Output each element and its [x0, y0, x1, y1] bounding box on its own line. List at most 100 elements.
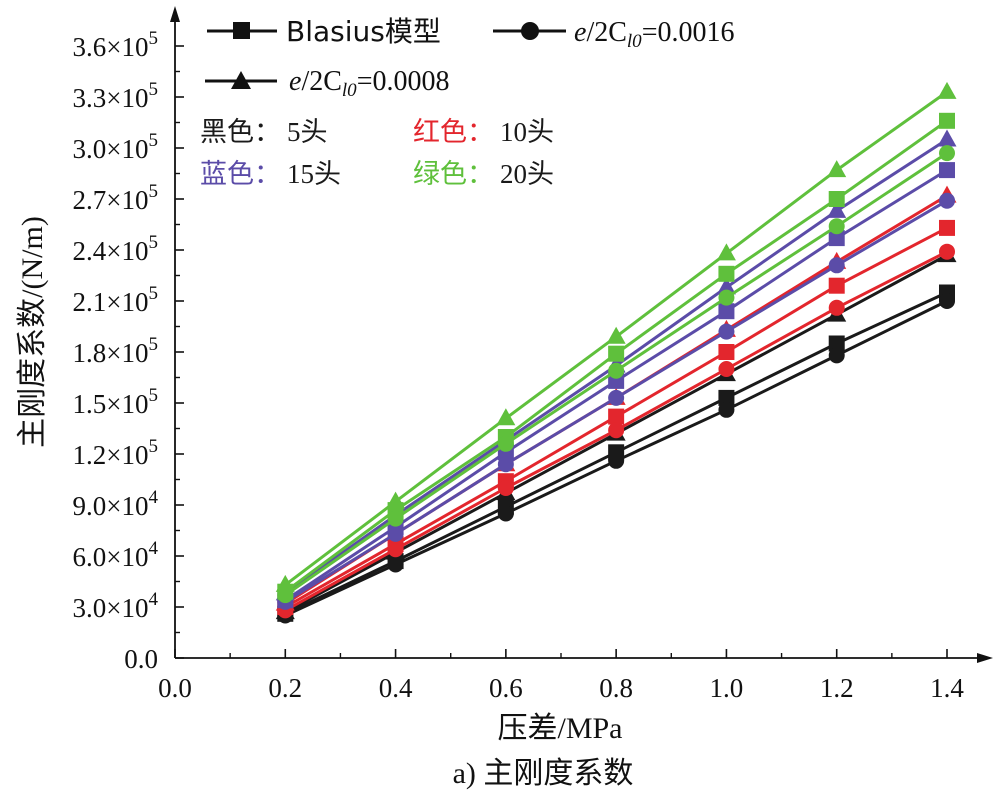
color-key-red-label: 红色：	[413, 117, 494, 147]
series-green-circle	[277, 145, 955, 604]
color-key-blue: 蓝色： 15头	[200, 159, 341, 189]
data-point-square	[939, 219, 955, 236]
axes	[170, 6, 993, 663]
data-point-circle	[828, 299, 845, 316]
figure-caption: a) 主刚度系数	[453, 757, 634, 790]
data-point-circle	[718, 323, 735, 340]
y-tick-label: 3.0×104	[73, 589, 159, 623]
data-point-square	[939, 112, 955, 129]
data-point-square	[718, 265, 735, 282]
color-key-blue-label: 蓝色：	[200, 159, 281, 189]
data-point-triangle	[606, 326, 626, 344]
data-point-circle	[497, 456, 514, 473]
y-tick-label: 2.4×105	[73, 232, 158, 266]
y-tick-label: 9.0×104	[73, 487, 159, 521]
color-key-black: 黑色： 5头	[200, 117, 328, 147]
data-point-square	[939, 162, 955, 179]
data-point-circle	[828, 347, 845, 364]
data-point-circle	[939, 145, 955, 162]
color-key-annotations: 黑色： 5头 红色： 10头 蓝色： 15头 绿色： 20头	[200, 117, 554, 189]
y-tick-label: 3.0×105	[73, 130, 158, 164]
y-tick-label: 0.0	[124, 644, 158, 674]
data-point-triangle	[937, 129, 957, 147]
legend-label-e-0008: e/2Cl0=0.0008	[289, 66, 449, 101]
data-point-circle	[608, 362, 625, 379]
x-tick-label: 0.6	[489, 673, 523, 703]
data-point-square	[608, 345, 625, 362]
legend-circle-marker	[521, 22, 539, 40]
data-point-square	[828, 191, 845, 207]
data-point-circle	[608, 452, 625, 469]
color-key-green-count: 20头	[500, 159, 554, 189]
data-point-triangle	[386, 491, 406, 509]
x-axis-arrow	[977, 653, 993, 663]
series-red-circle	[277, 243, 955, 619]
data-point-circle	[939, 192, 955, 209]
x-tick-label: 1.4	[930, 673, 964, 703]
data-point-circle	[939, 293, 955, 309]
data-point-square	[608, 408, 625, 425]
x-tick-label: 0.8	[599, 673, 633, 703]
color-key-green-label: 绿色：	[413, 159, 494, 189]
x-tick-label: 0.2	[268, 673, 302, 703]
x-axis-title: 压差/MPa	[497, 712, 622, 745]
data-point-circle	[939, 243, 955, 260]
series-green-triangle	[275, 81, 957, 592]
data-point-circle	[718, 289, 735, 306]
data-point-square	[828, 277, 845, 294]
data-point-circle	[497, 505, 514, 522]
data-point-circle	[497, 480, 514, 496]
data-point-circle	[608, 389, 625, 406]
data-point-triangle	[937, 81, 957, 99]
y-axis-title: 主刚度系数/(N/m)	[16, 216, 49, 448]
data-point-circle	[718, 401, 735, 418]
data-point-square	[828, 230, 845, 247]
data-point-square	[718, 389, 735, 406]
x-tick-label: 1.0	[710, 673, 744, 703]
color-key-red-count: 10头	[500, 117, 554, 147]
legend-entry-e-0016: e/2Cl0=0.0016	[493, 17, 734, 52]
y-tick-label: 2.1×105	[73, 283, 158, 317]
legend-triangle-marker	[231, 71, 251, 89]
y-tick-label: 1.2×105	[73, 436, 158, 470]
data-point-triangle	[716, 243, 736, 261]
data-point-circle	[828, 257, 845, 274]
data-point-circle	[387, 510, 404, 527]
x-tick-label: 0.0	[158, 673, 192, 703]
data-point-triangle	[716, 277, 736, 295]
y-tick-label: 3.3×105	[73, 79, 158, 113]
data-point-circle	[718, 361, 735, 377]
data-point-circle	[497, 435, 514, 452]
data-point-triangle	[275, 574, 295, 592]
series-red-square	[277, 219, 955, 615]
y-tick-label: 6.0×104	[73, 538, 159, 572]
y-tick-label: 2.7×105	[73, 181, 158, 215]
color-key-black-label: 黑色：	[200, 117, 281, 147]
series	[275, 81, 957, 624]
color-key-blue-count: 15头	[287, 159, 341, 189]
series-blue-square	[277, 162, 955, 609]
x-tick-label: 0.4	[379, 673, 413, 703]
legend-label-e-0016: e/2Cl0=0.0016	[574, 17, 734, 52]
color-key-black-count: 5头	[287, 117, 328, 147]
data-point-circle	[387, 541, 404, 558]
series-blue-circle	[277, 192, 955, 610]
data-point-square	[718, 344, 735, 360]
data-point-circle	[387, 525, 404, 542]
y-tick-label: 3.6×105	[73, 28, 158, 62]
legend-square-marker	[233, 22, 250, 39]
data-point-circle	[608, 422, 625, 439]
data-point-triangle	[827, 160, 847, 178]
y-axis-arrow	[170, 6, 180, 22]
y-tick-label: 1.5×105	[73, 385, 158, 419]
legend-entry-e-0008: e/2Cl0=0.0008	[205, 66, 449, 101]
legend: Blasius模型 e/2Cl0=0.0016 e/2Cl0=0.0008	[205, 15, 734, 101]
legend-entry-blasius: Blasius模型	[207, 15, 441, 48]
ticks: 0.0 0.2 0.4 0.6 0.8 1.0 1.2 1.4 0.0 3.0×104 6.0×10…	[73, 28, 965, 703]
data-point-triangle	[827, 200, 847, 218]
data-point-square	[828, 335, 845, 352]
color-key-green: 绿色： 20头	[413, 159, 554, 189]
data-point-circle	[828, 218, 845, 235]
y-tick-label: 1.8×105	[73, 334, 158, 368]
